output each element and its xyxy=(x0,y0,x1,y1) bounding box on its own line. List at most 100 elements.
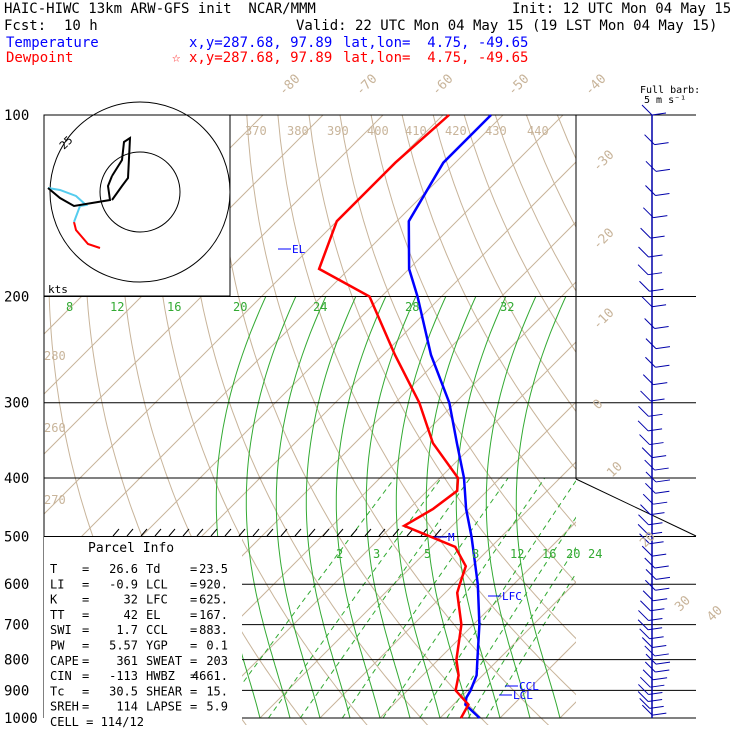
wind-barb-flag xyxy=(644,134,655,146)
mixing-ratio-line xyxy=(467,546,576,719)
dry-adiabat-label: 420 xyxy=(445,124,467,138)
wind-barb-staff xyxy=(648,254,663,258)
wind-barb-staff xyxy=(652,645,667,649)
parcel-key-left: LI xyxy=(50,577,64,591)
wind-barb-flag xyxy=(640,504,651,515)
freezing-hatch-mark xyxy=(182,528,190,537)
pressure-tick-label: 800 xyxy=(4,653,29,669)
dry-adiabat-label: 430 xyxy=(485,124,507,138)
wind-barb-flag xyxy=(645,356,656,368)
wind-barb-flag xyxy=(641,637,653,648)
temperature-legend-xy: x,y=287.68, 97.89 xyxy=(189,35,333,51)
dry-adiabat-line xyxy=(151,115,368,725)
level-label: CCL xyxy=(519,680,539,693)
wind-barb-staff xyxy=(653,501,668,505)
wind-barb-flag xyxy=(639,628,650,640)
wind-barb-staff xyxy=(647,272,663,276)
wind-barb-staff xyxy=(654,653,669,657)
parcel-value-left: 5.57 xyxy=(109,639,138,653)
hodograph-ring-outer xyxy=(49,101,231,283)
freezing-hatch-mark xyxy=(154,528,162,537)
parcel-key-right: LAPSE xyxy=(146,700,182,714)
wind-barb-staff xyxy=(654,142,669,146)
wind-barb-staff xyxy=(655,490,670,494)
dry-adiabat-label: 370 xyxy=(245,124,267,138)
level-label: M xyxy=(448,531,455,544)
dry-adiabat-line xyxy=(432,115,576,413)
freezing-hatch-mark xyxy=(434,528,442,537)
wind-barb-flag xyxy=(641,447,653,458)
mixing-ratio-label: 5 xyxy=(424,547,431,561)
wind-barb-flag xyxy=(639,280,650,292)
hodograph-segment-black xyxy=(47,175,113,208)
wind-barb-staff xyxy=(653,382,668,386)
isotherm-label: 30 xyxy=(672,593,694,615)
wind-barb-flag xyxy=(639,434,650,445)
mixing-ratio-label: 8 xyxy=(66,300,73,314)
parcel-key-right: CCL xyxy=(146,623,168,637)
wind-barbs: Full barb:5 m s⁻¹ xyxy=(637,85,700,718)
hodograph-segment-cyan xyxy=(47,187,89,223)
parcel-cell-line: CELL = 114/12 xyxy=(50,715,144,729)
wind-barb-flag xyxy=(645,569,657,580)
isotherm-line xyxy=(319,461,576,719)
parcel-key-right: YGP xyxy=(146,639,168,653)
wind-barb-staff xyxy=(654,326,669,330)
wind-barb-flag xyxy=(641,545,653,557)
valid-time: Valid: 22 UTC Mon 04 May 15 (19 LST Mon … xyxy=(296,18,718,34)
isotherm-line xyxy=(499,641,576,719)
level-label: LFC xyxy=(502,590,522,603)
moist-adiabats xyxy=(215,296,567,719)
isotherm-label: -60 xyxy=(429,72,456,99)
freezing-hatch-mark xyxy=(126,528,134,537)
wind-barb-staff xyxy=(648,699,663,703)
dry-adiabat-label: 440 xyxy=(527,124,549,138)
wind-barb-flag xyxy=(638,610,649,621)
parcel-key-right: SHEAR xyxy=(146,684,183,698)
dewpoint-legend-label: Dewpoint xyxy=(6,50,74,66)
mixing-ratio-line xyxy=(419,479,576,719)
parcel-equals: = xyxy=(190,684,197,698)
freezing-hatch-mark xyxy=(392,528,400,537)
wind-barb-staff xyxy=(653,598,668,602)
dry-adiabat-label: 260 xyxy=(44,421,66,435)
temperature-legend-latlon: lat,lon= 4.75, -49.65 xyxy=(343,35,529,51)
parcel-key-right: LCL xyxy=(146,577,168,591)
parcel-equals: = xyxy=(82,593,89,607)
wind-barb-staff xyxy=(654,565,669,569)
dry-adiabat-line xyxy=(713,115,740,731)
parcel-box-bg xyxy=(44,537,242,725)
wind-barb-flag xyxy=(639,698,651,709)
freezing-hatch-mark xyxy=(266,528,274,537)
dry-adiabat-line xyxy=(401,115,576,471)
mixing-ratio-label: 20 xyxy=(233,300,247,314)
wind-barb-staff xyxy=(655,168,671,172)
parcel-key-left: PW xyxy=(50,639,65,653)
wind-barb-flag xyxy=(641,296,653,308)
wind-barb-staff xyxy=(654,467,669,471)
freezing-hatch-mark xyxy=(140,528,148,537)
parcel-value-right: 625. xyxy=(199,593,228,607)
isotherm-label: -20 xyxy=(590,226,617,253)
parcel-title: Parcel Info xyxy=(88,541,174,556)
model-title: HAIC-HIWC 13km ARW-GFS init NCAR/MMM xyxy=(4,1,316,17)
wind-barb-flag xyxy=(644,579,656,591)
wind-barb-staff xyxy=(648,522,663,526)
parcel-key-left: T xyxy=(50,562,57,576)
parcel-equals: = xyxy=(82,700,89,714)
wind-barb-flag xyxy=(640,227,651,239)
isotherm-line xyxy=(439,581,576,719)
freezing-hatch-mark xyxy=(224,528,232,537)
freezing-hatch-mark xyxy=(322,528,330,537)
parcel-equals: = xyxy=(190,639,197,653)
parcel-equals: = xyxy=(190,562,197,576)
temperature-legend-label: Temperature xyxy=(6,35,99,51)
pressure-tick-label: 200 xyxy=(4,290,29,306)
dry-adiabat-label: 410 xyxy=(405,124,427,138)
isotherm-label: 40 xyxy=(704,603,726,625)
freezing-hatch-mark xyxy=(168,528,176,537)
wind-barb-staff xyxy=(652,712,667,716)
wind-barb-flag xyxy=(638,684,649,695)
